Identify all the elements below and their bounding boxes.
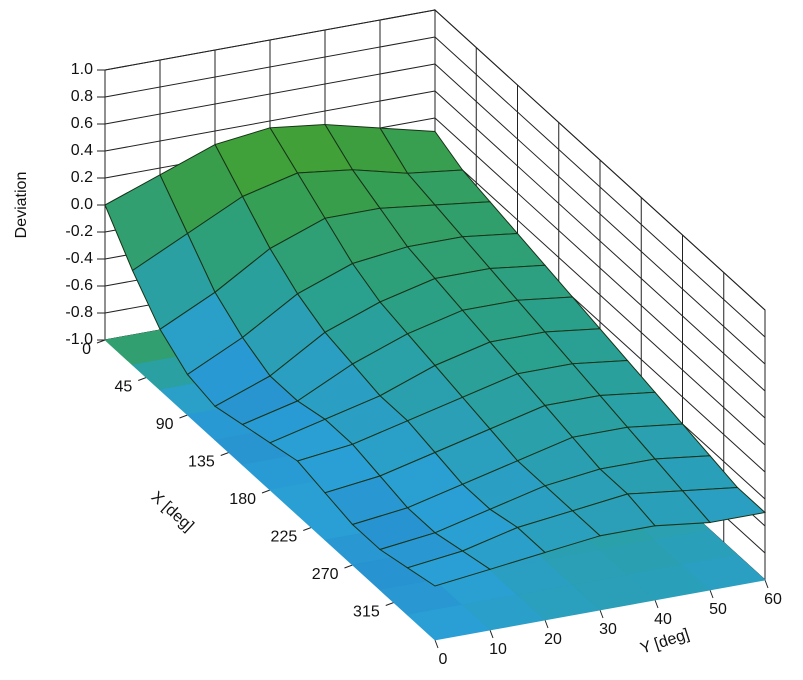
y-tick <box>764 579 769 589</box>
z-tick-label: 0.2 <box>71 169 93 186</box>
y-tick <box>544 619 549 629</box>
y-tick-label: 60 <box>764 591 782 608</box>
x-tick-label: 135 <box>188 454 215 471</box>
x-tick <box>96 339 106 344</box>
x-tick-label: 225 <box>271 529 298 546</box>
z-tick-label: -0.2 <box>65 223 93 240</box>
z-tick-label: 0.8 <box>71 88 93 105</box>
z-tick-label: 0.4 <box>71 142 93 159</box>
x-tick <box>138 377 147 381</box>
y-tick <box>434 639 439 649</box>
y-tick <box>654 599 659 609</box>
y-axis-label: Y [deg] <box>638 626 691 658</box>
x-tick-label: 45 <box>114 379 132 396</box>
z-tick-label: -0.8 <box>65 304 93 321</box>
y-tick-label: 50 <box>709 601 727 618</box>
contour-cell <box>681 554 766 591</box>
y-tick-label: 40 <box>654 611 672 628</box>
z-tick-label: 0.6 <box>71 115 93 132</box>
y-tick <box>709 589 714 599</box>
y-tick-label: 20 <box>544 631 562 648</box>
x-tick-label: 315 <box>353 604 380 621</box>
x-tick <box>344 564 353 569</box>
x-tick <box>385 602 394 606</box>
x-tick <box>261 489 271 494</box>
x-axis-label: X [deg] <box>148 489 197 536</box>
x-tick <box>220 452 229 456</box>
x-tick-label: 270 <box>312 566 339 583</box>
z-tick-label: -0.6 <box>65 277 93 294</box>
z-tick-label: -0.4 <box>65 250 93 267</box>
y-tick-label: 30 <box>599 621 617 638</box>
x-tick-label: 90 <box>156 416 174 433</box>
z-axis-label: Deviation <box>13 172 30 239</box>
surface-cell <box>406 550 492 587</box>
z-tick-label: 0.0 <box>71 196 93 213</box>
y-tick-label: 10 <box>489 641 507 658</box>
y-tick <box>599 609 604 619</box>
y-tick-label: 0 <box>439 651 448 668</box>
x-tick <box>303 527 312 531</box>
x-tick-label: 0 <box>82 341 91 358</box>
y-tick <box>489 629 494 639</box>
z-tick-label: 1.0 <box>71 61 93 78</box>
x-tick <box>179 414 188 419</box>
x-tick-label: 180 <box>229 491 256 508</box>
z-tick-label: -1.0 <box>65 331 93 348</box>
